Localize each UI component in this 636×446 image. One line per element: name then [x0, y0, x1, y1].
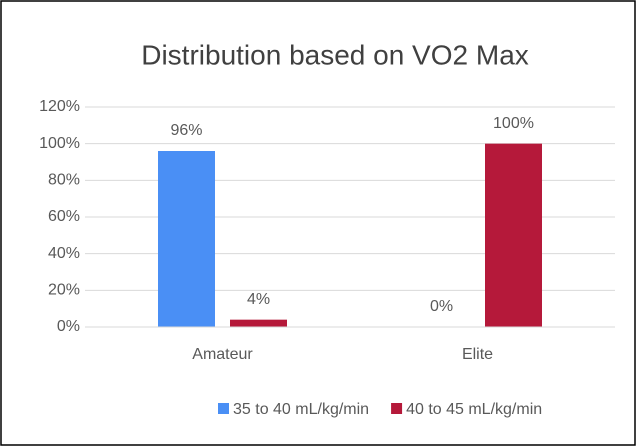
data-label: 4% [247, 291, 270, 308]
x-tick-label: Amateur [192, 346, 253, 363]
data-label: 96% [170, 122, 202, 139]
legend-label: 35 to 40 mL/kg/min [233, 401, 369, 418]
y-tick-label: 120% [39, 98, 80, 115]
legend-swatch [218, 403, 229, 414]
y-tick-label: 20% [48, 282, 80, 299]
legend-swatch [391, 403, 403, 414]
bar [158, 151, 215, 327]
bar [485, 143, 542, 327]
y-tick-label: 60% [48, 208, 80, 225]
bar [230, 319, 287, 327]
y-tick-label: 80% [48, 172, 80, 189]
y-tick-label: 0% [57, 318, 80, 335]
data-label: 0% [430, 298, 453, 315]
x-tick-label: Elite [462, 346, 493, 363]
y-tick-label: 40% [48, 245, 80, 262]
data-label: 100% [493, 115, 534, 132]
legend-label: 40 to 45 mL/kg/min [406, 401, 542, 418]
chart-title: Distribution based on VO2 Max [141, 39, 529, 70]
y-tick-label: 100% [39, 135, 80, 152]
